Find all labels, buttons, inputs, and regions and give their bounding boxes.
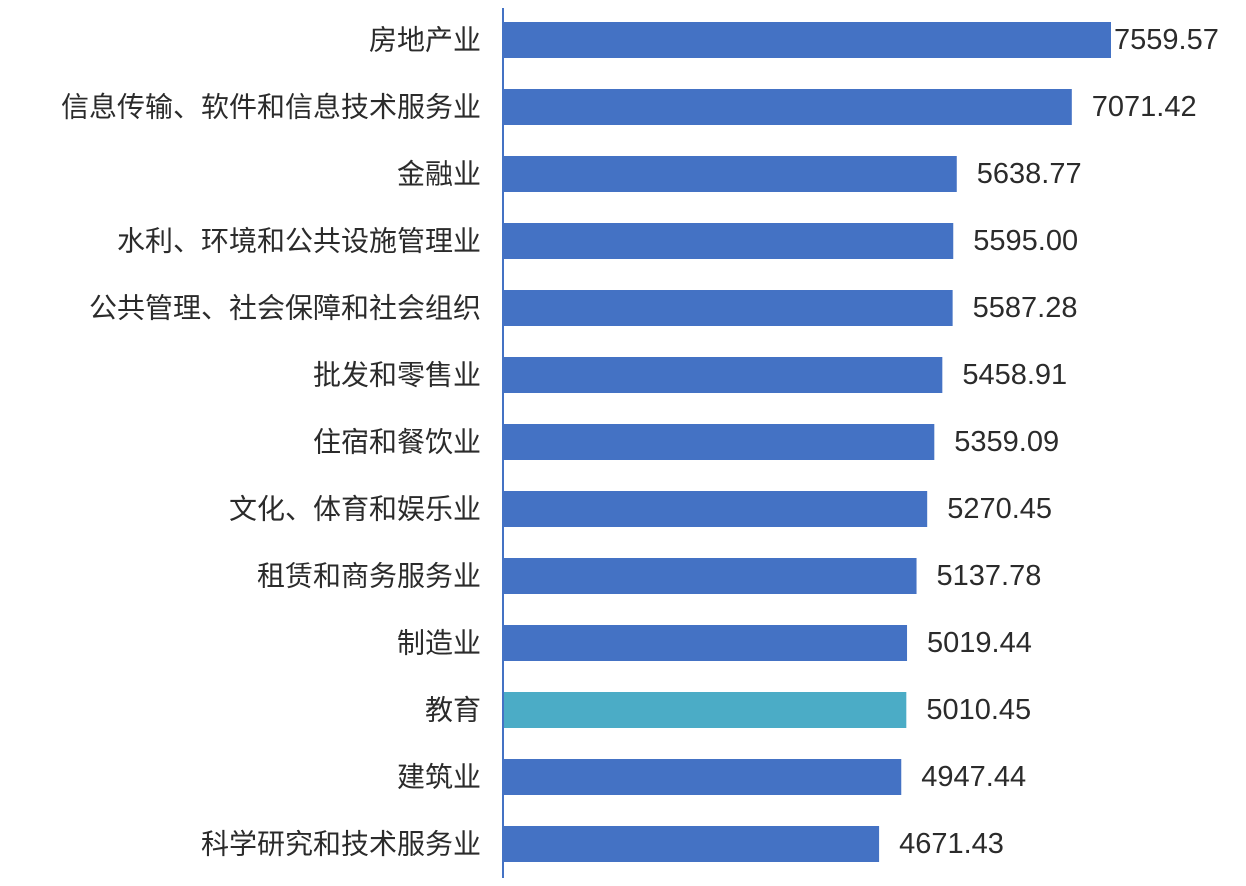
value-label: 5638.77	[977, 158, 1082, 190]
category-label: 教育	[425, 694, 481, 727]
value-label: 7071.42	[1092, 91, 1197, 123]
bar-11	[504, 759, 902, 795]
value-label: 7559.57	[1114, 24, 1219, 56]
category-labels-layer: 房地产业信息传输、软件和信息技术服务业金融业水利、环境和公共设施管理业公共管理、…	[61, 24, 481, 861]
bar-0	[504, 22, 1111, 58]
value-label: 4671.43	[899, 828, 1004, 860]
bars-layer	[504, 22, 1111, 862]
bar-5	[504, 357, 943, 393]
bar-8	[504, 558, 917, 594]
category-label: 建筑业	[397, 761, 481, 794]
value-label: 5019.44	[927, 627, 1032, 659]
value-label: 4947.44	[921, 761, 1026, 793]
bar-2	[504, 156, 957, 192]
category-label: 住宿和餐饮业	[313, 426, 481, 459]
value-label: 5458.91	[962, 359, 1067, 391]
value-label: 5010.45	[926, 694, 1031, 726]
bar-3	[504, 223, 954, 259]
value-labels-layer: 7559.57 7071.42 5638.77 5595.00 5587.28 5458.…	[899, 24, 1219, 860]
bar-9	[504, 625, 908, 661]
value-label: 5359.09	[954, 426, 1059, 458]
bar-4	[504, 290, 953, 326]
bar-10	[504, 692, 907, 728]
category-label: 租赁和商务服务业	[257, 560, 481, 593]
category-label: 水利、环境和公共设施管理业	[117, 225, 481, 258]
bar-12	[504, 826, 880, 862]
category-label: 信息传输、软件和信息技术服务业	[61, 91, 481, 124]
bar-1	[504, 89, 1072, 125]
category-label: 制造业	[397, 627, 481, 660]
category-label: 文化、体育和娱乐业	[229, 493, 481, 526]
category-label: 公共管理、社会保障和社会组织	[89, 292, 481, 325]
bar-7	[504, 491, 928, 527]
value-label: 5270.45	[947, 493, 1052, 525]
value-label: 5587.28	[973, 292, 1078, 324]
bar-6	[504, 424, 935, 460]
category-label: 批发和零售业	[313, 359, 481, 392]
category-label: 房地产业	[369, 24, 481, 57]
value-label: 5595.00	[973, 225, 1078, 257]
value-label: 5137.78	[937, 560, 1042, 592]
category-label: 科学研究和技术服务业	[201, 828, 481, 861]
category-label: 金融业	[397, 158, 481, 191]
